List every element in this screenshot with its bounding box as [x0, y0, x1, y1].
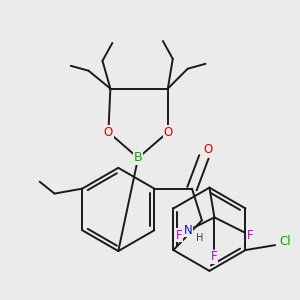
- Text: O: O: [203, 142, 212, 155]
- Text: F: F: [211, 250, 218, 263]
- Text: Cl: Cl: [279, 235, 291, 248]
- Text: B: B: [134, 152, 142, 164]
- Text: F: F: [247, 229, 253, 242]
- Text: O: O: [163, 126, 172, 139]
- Text: H: H: [196, 233, 204, 243]
- Text: N: N: [184, 224, 192, 237]
- Text: O: O: [104, 126, 113, 139]
- Text: F: F: [176, 229, 182, 242]
